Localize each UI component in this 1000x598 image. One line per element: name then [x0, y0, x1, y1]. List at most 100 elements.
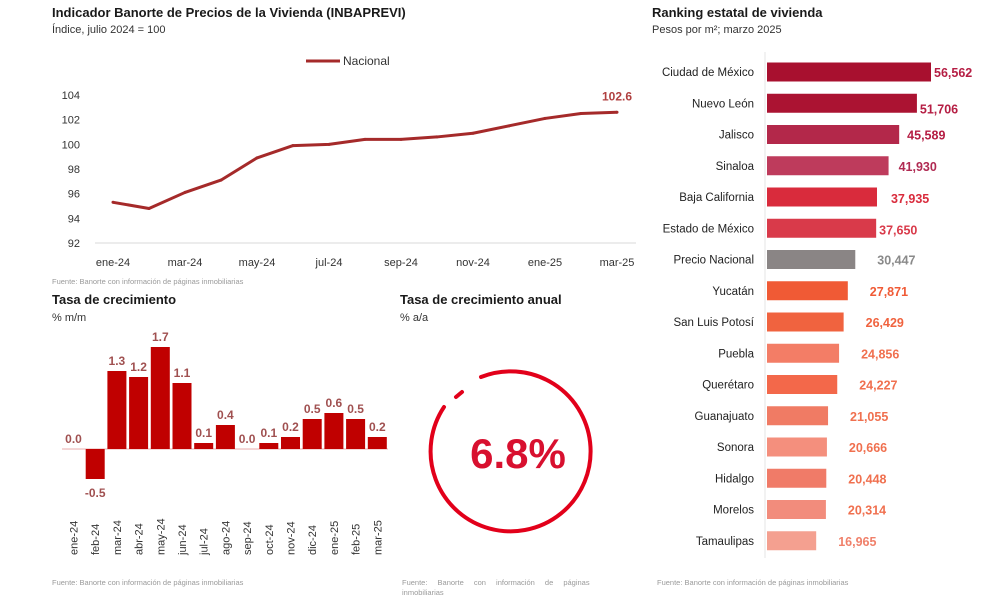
bar-x-tick: ene-24 [69, 521, 81, 555]
ranking-row: Yucatán 27,871 [712, 281, 908, 301]
bar-data-label: 0.4 [217, 408, 234, 422]
bar-chart-subtitle: % m/m [52, 312, 87, 324]
line-point [291, 144, 295, 148]
ranking-value-label: 56,562 [934, 66, 972, 80]
ranking-title: Ranking estatal de vivienda [652, 5, 823, 20]
bar-oct-24 [259, 443, 279, 449]
bar-x-tick: abr-24 [134, 523, 146, 555]
bar-data-label: 0.0 [239, 432, 256, 446]
annual-growth-source-cont: inmobiliarias [402, 588, 444, 597]
bar-marks [64, 347, 387, 479]
bar-x-tick: ene-25 [329, 521, 341, 555]
line-y-tick: 94 [68, 213, 80, 225]
line-chart-source: Fuente: Banorte con información de págin… [52, 277, 244, 286]
line-point [327, 142, 331, 146]
bar-feb-24 [85, 449, 105, 479]
bar-data-label: 1.3 [109, 354, 126, 368]
ranking-row: Ciudad de México 56,562 [662, 62, 972, 82]
line-x-tick: ene-25 [528, 257, 562, 269]
ranking-row: Guanajuato 21,055 [695, 406, 888, 426]
ranking-row: Tamaulipas 16,965 [696, 531, 876, 551]
bar-data-label: 0.1 [260, 426, 277, 440]
ranking-row: Sonora 20,666 [717, 437, 887, 457]
ranking-value-label: 26,429 [866, 316, 904, 330]
ranking-value-label: 41,930 [899, 160, 937, 174]
bar-data-label: 1.1 [174, 366, 191, 380]
line-chart-subtitle: Índice, julio 2024 = 100 [52, 24, 166, 36]
ranking-bar [767, 312, 844, 332]
line-x-tick: ene-24 [96, 257, 130, 269]
bar-data-label: 0.1 [195, 426, 212, 440]
ranking-bar [767, 156, 889, 176]
ranking-bar [767, 93, 917, 113]
ranking-state-label: San Luis Potosí [673, 317, 754, 329]
ranking-state-label: Precio Nacional [673, 255, 754, 267]
ranking-row: Precio Nacional 30,447 [673, 250, 916, 269]
ranking-state-label: Hidalgo [715, 473, 754, 485]
ranking-value-label: 20,666 [849, 441, 887, 455]
line-point [435, 135, 439, 139]
bar-dic-24 [302, 419, 322, 449]
ranking-row: San Luis Potosí 26,429 [673, 312, 904, 332]
annual-growth-ring-dash [454, 390, 464, 399]
line-y-axis: 92 94 96 98 100 102 104 [62, 90, 80, 250]
bar-x-axis: ene-24 feb-24 mar-24 abr-24 may-24 jun-24 jul-… [69, 518, 385, 556]
line-x-tick: mar-25 [600, 257, 635, 269]
line-point [579, 112, 583, 115]
bar-nov-24 [281, 437, 300, 449]
ranking-value-label: 30,447 [877, 254, 915, 268]
ranking-row: Estado de México 37,650 [663, 218, 917, 238]
ranking-bar [767, 531, 817, 551]
bar-mar-24 [107, 371, 127, 449]
ranking-state-label: Baja California [679, 192, 754, 204]
bar-data-label: 0.2 [369, 420, 386, 434]
bar-jul-24 [194, 443, 214, 449]
bar-data-label: 0.0 [65, 432, 82, 446]
line-y-tick: 92 [68, 238, 80, 250]
ranking-bar [767, 343, 840, 363]
annual-growth-subtitle: % a/a [400, 312, 429, 324]
legend-label-nacional: Nacional [343, 54, 390, 68]
ranking-value-label: 21,055 [850, 410, 888, 424]
bar-data-labels: 0.0 -0.5 1.3 1.2 1.7 1.1 0.1 0.4 0.0 0.1 0.2 0.5 0.6… [65, 330, 386, 500]
annual-growth-source: Fuente: Banorte con información de págin… [402, 578, 590, 587]
bar-x-tick: feb-24 [90, 524, 102, 555]
bar-data-label: 0.5 [347, 402, 364, 416]
ranking-bar [767, 500, 826, 519]
bar-x-tick: jul-24 [199, 528, 211, 556]
ranking-state-label: Tamaulipas [696, 536, 754, 548]
bar-x-tick: ago-24 [220, 521, 232, 555]
ranking-value-label: 16,965 [838, 535, 876, 549]
bar-data-label: -0.5 [85, 486, 106, 500]
line-y-tick: 96 [68, 189, 80, 201]
bar-x-tick: jun-24 [177, 524, 189, 556]
ranking-bar [767, 281, 848, 301]
ranking-bar [767, 437, 827, 457]
bar-x-tick: oct-24 [264, 524, 276, 555]
bar-x-tick: sep-24 [242, 521, 254, 555]
line-point [615, 110, 619, 114]
line-point [507, 124, 511, 128]
bar-data-label: 0.5 [304, 402, 321, 416]
ranking-bar [767, 375, 838, 394]
ranking-state-label: Morelos [713, 505, 754, 517]
bar-x-tick: dic-24 [307, 525, 319, 555]
bar-data-label: 1.2 [130, 360, 147, 374]
line-point [543, 116, 547, 120]
ranking-value-label: 37,650 [879, 223, 917, 237]
bar-data-label: 0.2 [282, 420, 299, 434]
ranking-rows: Ciudad de México 56,562 Nuevo León 51,706 Ja… [662, 62, 972, 551]
ranking-value-label: 20,314 [848, 504, 886, 518]
ranking-state-label: Nuevo León [692, 98, 754, 110]
ranking-row: Querétaro 24,227 [702, 375, 898, 394]
ranking-bar [767, 125, 900, 144]
bar-jun-24 [172, 383, 192, 449]
ranking-subtitle: Pesos por m²; marzo 2025 [652, 24, 782, 36]
bar-chart-source: Fuente: Banorte con información de págin… [52, 578, 244, 587]
ranking-row: Puebla 24,856 [718, 343, 899, 363]
ranking-bar [767, 62, 931, 82]
